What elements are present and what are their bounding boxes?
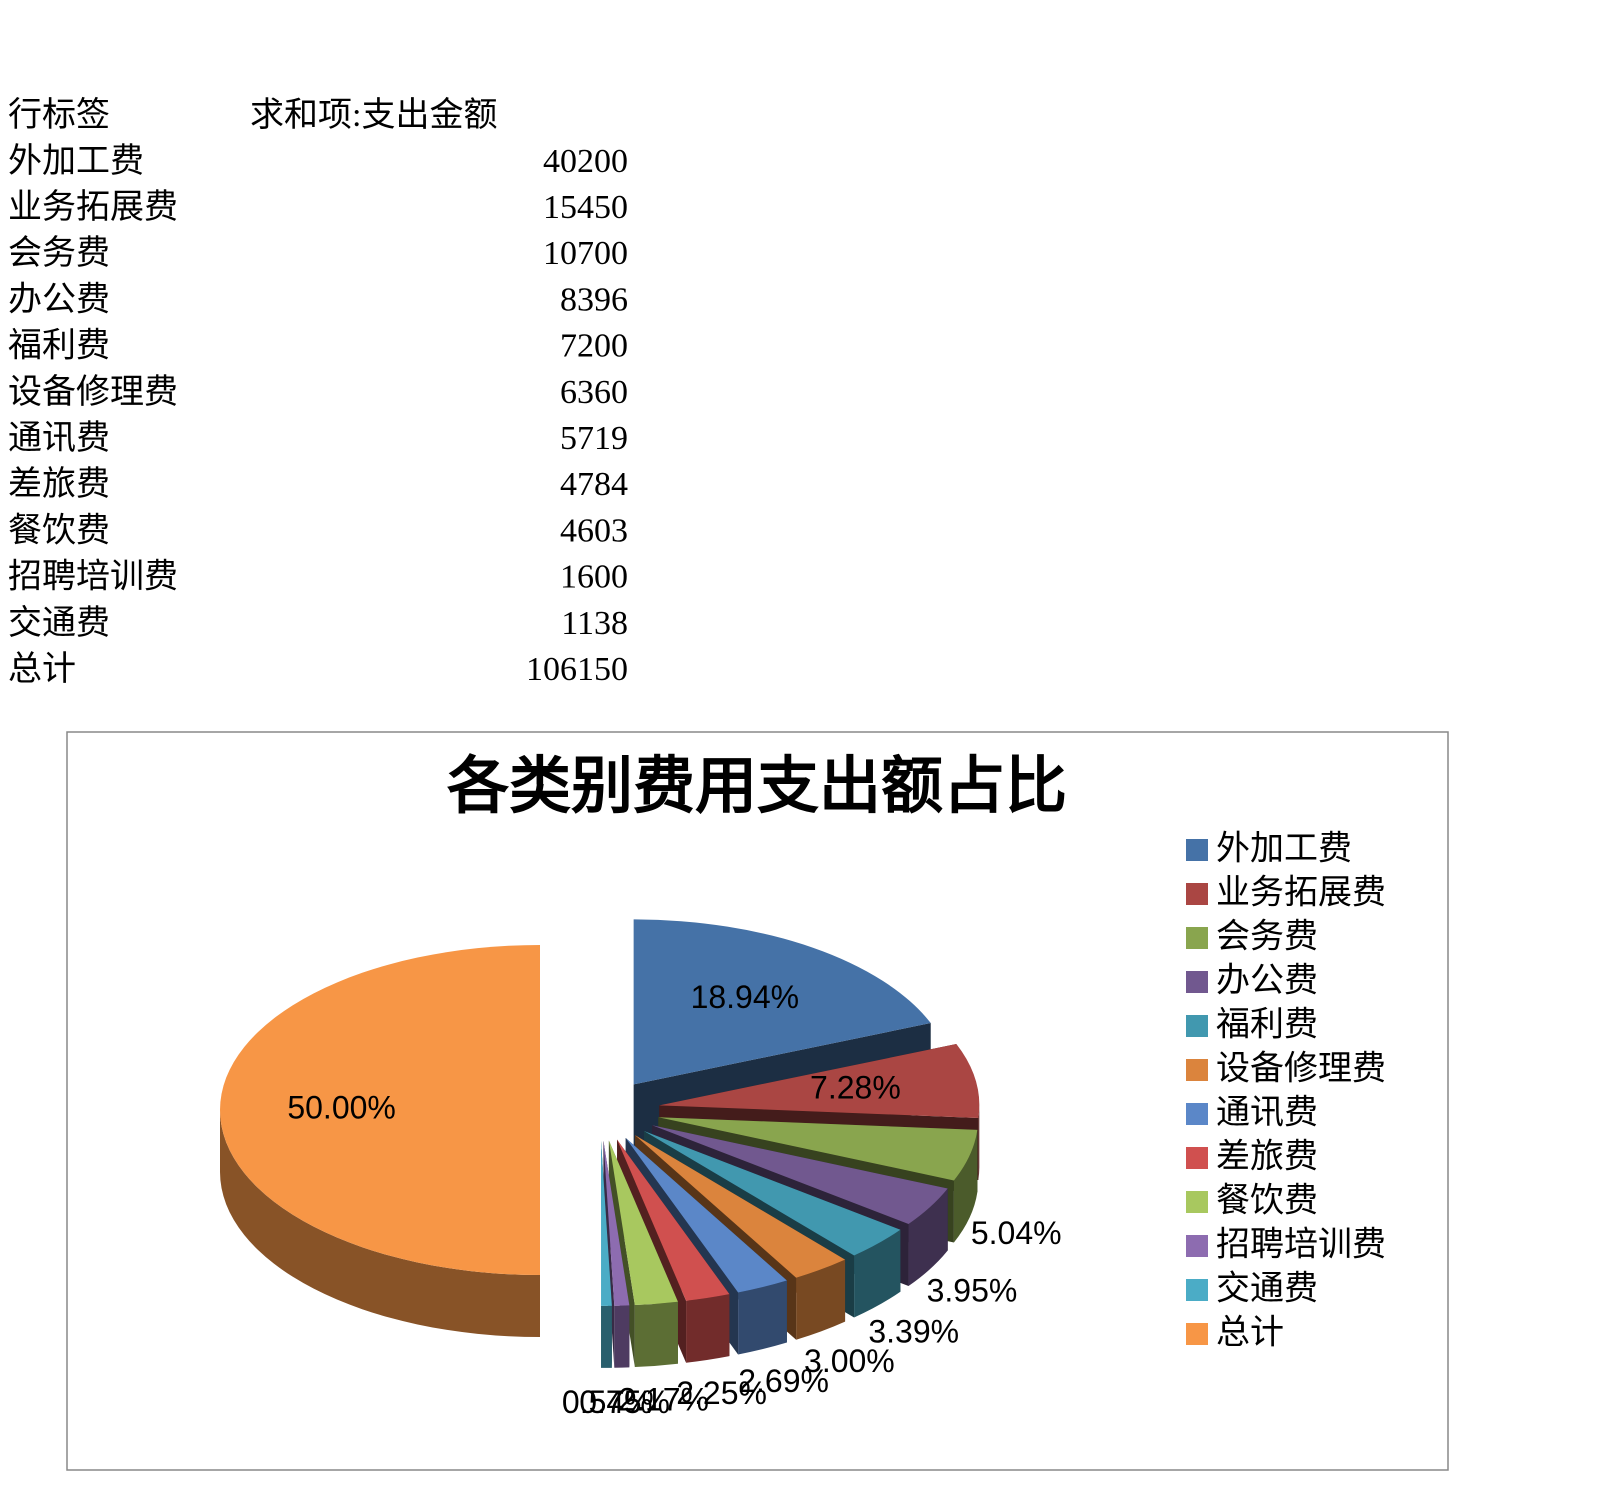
row-label: 交通费 xyxy=(8,604,110,642)
data-label: 5.04% xyxy=(971,1215,1062,1251)
slice xyxy=(633,919,931,1085)
data-label: 2.69% xyxy=(738,1363,829,1399)
legend-label: 业务拓展费 xyxy=(1216,873,1386,913)
row-value: 10700 xyxy=(543,235,628,272)
row-value: 1138 xyxy=(561,605,628,642)
table-header: 行标签 xyxy=(8,96,110,134)
slice-side xyxy=(614,1305,630,1368)
data-label: 0.54% xyxy=(562,1384,653,1420)
row-label: 会务费 xyxy=(8,234,110,272)
legend-swatch xyxy=(1186,883,1208,905)
legend-label: 交通费 xyxy=(1216,1269,1318,1309)
slice xyxy=(625,1137,787,1293)
slice xyxy=(643,1131,901,1256)
row-value: 4784 xyxy=(560,466,628,503)
legend-swatch xyxy=(1186,1147,1208,1169)
legend-swatch xyxy=(1186,1235,1208,1257)
slice xyxy=(617,1139,730,1301)
data-label: 7.28% xyxy=(810,1069,901,1105)
slice xyxy=(634,1135,846,1278)
row-label: 总计 xyxy=(8,650,76,688)
slice xyxy=(652,1125,948,1225)
slice-side xyxy=(953,1129,978,1243)
slice xyxy=(658,1117,978,1181)
data-label: 50.00% xyxy=(287,1089,396,1125)
row-value: 1600 xyxy=(560,559,628,596)
slice-side xyxy=(978,1105,980,1180)
row-label: 通讯费 xyxy=(8,419,110,457)
slice xyxy=(220,945,540,1275)
row-label: 外加工费 xyxy=(8,142,144,180)
row-value: 7200 xyxy=(560,328,628,365)
row-label: 设备修理费 xyxy=(8,373,178,411)
legend-swatch xyxy=(1186,1015,1208,1037)
row-label: 福利费 xyxy=(8,327,110,365)
chart-title: 各类别费用支出额占比 xyxy=(447,749,1067,822)
slice-side xyxy=(634,1301,678,1368)
row-label: 差旅费 xyxy=(8,465,110,503)
slice xyxy=(608,1140,678,1306)
slice xyxy=(659,1043,980,1118)
data-label: 2.17% xyxy=(618,1382,709,1418)
legend-label: 招聘培训费 xyxy=(1216,1225,1386,1265)
slice-side xyxy=(601,1305,612,1368)
legend-label: 餐饮费 xyxy=(1216,1181,1318,1221)
legend-swatch xyxy=(1186,1103,1208,1125)
slice-side xyxy=(738,1280,787,1355)
slice-side xyxy=(796,1259,846,1340)
legend-label: 外加工费 xyxy=(1216,829,1352,869)
row-value: 106150 xyxy=(526,651,628,688)
legend-label: 通讯费 xyxy=(1216,1093,1318,1133)
legend-swatch xyxy=(1186,1191,1208,1213)
legend-swatch xyxy=(1186,1323,1208,1345)
legend-swatch xyxy=(1186,839,1208,861)
row-value: 40200 xyxy=(543,143,628,180)
pie xyxy=(220,919,980,1368)
slice-side xyxy=(686,1294,730,1363)
row-label: 办公费 xyxy=(8,280,110,318)
legend-label: 福利费 xyxy=(1216,1005,1318,1045)
legend-swatch xyxy=(1186,1279,1208,1301)
slice xyxy=(603,1140,630,1306)
data-label: 3.00% xyxy=(804,1343,895,1379)
data-label: 2.25% xyxy=(676,1375,767,1411)
row-label: 餐饮费 xyxy=(8,511,110,549)
legend-swatch xyxy=(1186,927,1208,949)
legend-label: 设备修理费 xyxy=(1216,1049,1386,1089)
slice-side xyxy=(220,1110,540,1337)
slice-side xyxy=(854,1229,901,1318)
table-header: 求和项:支出金额 xyxy=(250,96,497,134)
data-label: 0.75% xyxy=(579,1384,670,1420)
legend-label: 差旅费 xyxy=(1216,1137,1318,1177)
row-label: 业务拓展费 xyxy=(8,188,178,226)
row-value: 6360 xyxy=(560,374,628,411)
legend-label: 会务费 xyxy=(1216,917,1318,957)
legend-label: 总计 xyxy=(1216,1313,1284,1353)
row-value: 8396 xyxy=(560,281,628,318)
row-value: 5719 xyxy=(560,420,628,457)
row-value: 4603 xyxy=(560,512,628,549)
row-label: 招聘培训费 xyxy=(8,558,178,596)
data-label: 3.95% xyxy=(927,1273,1018,1309)
legend-label: 办公费 xyxy=(1216,961,1318,1001)
slice xyxy=(601,1140,612,1306)
data-label: 18.94% xyxy=(691,979,800,1015)
data-label: 3.39% xyxy=(868,1314,959,1350)
legend-swatch xyxy=(1186,971,1208,993)
slice-side xyxy=(908,1188,948,1287)
row-value: 15450 xyxy=(543,189,628,226)
legend-swatch xyxy=(1186,1059,1208,1081)
